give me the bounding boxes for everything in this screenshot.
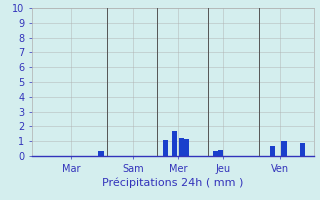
Bar [218,150,223,156]
X-axis label: Précipitations 24h ( mm ): Précipitations 24h ( mm ) [102,178,244,188]
Bar [179,138,184,156]
Bar [99,151,104,156]
Bar [282,141,287,156]
Bar [212,151,218,156]
Bar [270,146,275,156]
Bar [163,140,168,156]
Bar [172,131,177,156]
Bar [300,143,305,156]
Bar [184,139,189,156]
